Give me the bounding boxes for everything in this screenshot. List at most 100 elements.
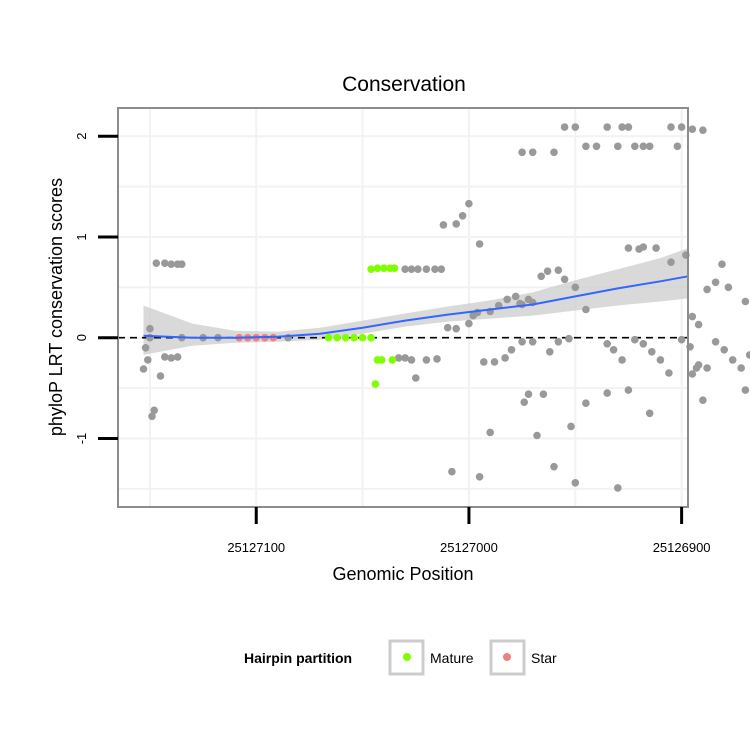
y-axis: -1 0 1 2 xyxy=(74,133,118,444)
point-other xyxy=(528,338,537,346)
point-other xyxy=(618,356,626,364)
legend: Hairpin partition Mature Star xyxy=(244,639,557,676)
point-mature xyxy=(367,333,375,342)
point-other xyxy=(665,369,673,377)
point-other xyxy=(401,354,409,362)
point-other xyxy=(688,312,697,321)
point-other xyxy=(152,259,161,268)
point-other xyxy=(486,428,495,437)
point-other xyxy=(673,142,682,151)
point-other xyxy=(639,340,648,348)
point-other xyxy=(394,354,403,362)
point-other xyxy=(475,240,484,248)
legend-label-star: Star xyxy=(531,650,557,666)
point-other xyxy=(433,355,441,363)
point-other xyxy=(656,356,665,364)
point-other xyxy=(624,244,633,252)
point-mature xyxy=(367,265,375,274)
point-other xyxy=(146,324,154,333)
point-other xyxy=(560,275,569,284)
x-tick-label: 25126900 xyxy=(653,540,711,555)
point-other xyxy=(699,126,707,134)
x-tick-label: 25127000 xyxy=(440,540,498,555)
point-other xyxy=(631,335,639,344)
point-mature xyxy=(380,264,388,273)
point-other xyxy=(412,374,420,382)
point-mature xyxy=(324,333,333,342)
point-other xyxy=(156,372,165,380)
data-points xyxy=(139,123,750,492)
point-other xyxy=(677,335,686,344)
point-other xyxy=(141,344,150,352)
point-mature xyxy=(341,333,350,342)
point-other xyxy=(173,353,182,361)
point-other xyxy=(452,220,461,228)
y-axis-title: phyloP LRT conservation scores xyxy=(46,178,66,436)
point-other xyxy=(167,260,175,269)
point-other xyxy=(550,462,558,471)
point-other xyxy=(737,364,745,372)
point-other xyxy=(437,265,446,274)
point-mature xyxy=(371,380,380,388)
point-other xyxy=(490,358,499,366)
point-other xyxy=(480,358,488,366)
point-other xyxy=(703,364,711,372)
point-other xyxy=(448,467,456,476)
point-mature xyxy=(350,333,358,342)
point-other xyxy=(741,386,750,394)
y-tick-label: 1 xyxy=(74,233,89,240)
point-other xyxy=(167,354,175,362)
point-other xyxy=(677,123,686,131)
point-other xyxy=(518,338,526,346)
point-other xyxy=(518,148,526,157)
point-other xyxy=(624,386,633,394)
point-other xyxy=(139,365,148,373)
point-other xyxy=(592,142,601,151)
point-other xyxy=(603,340,611,348)
y-tick-label: 2 xyxy=(74,133,89,140)
point-other xyxy=(475,473,484,481)
point-mature xyxy=(377,356,386,364)
point-other xyxy=(624,123,633,131)
x-tick-label: 25127100 xyxy=(227,540,285,555)
point-other xyxy=(150,406,158,415)
point-other xyxy=(582,305,590,314)
point-other xyxy=(711,338,720,346)
point-mature xyxy=(388,356,397,364)
legend-dot-mature xyxy=(403,653,411,661)
point-other xyxy=(161,259,169,268)
point-other xyxy=(431,265,439,274)
point-other xyxy=(667,123,675,131)
y-tick-label: 0 xyxy=(74,334,89,341)
point-other xyxy=(560,123,569,131)
point-other xyxy=(688,370,697,378)
point-other xyxy=(567,422,575,431)
point-other xyxy=(741,297,750,306)
point-other xyxy=(520,398,528,407)
point-other xyxy=(571,283,580,292)
point-other xyxy=(667,258,675,267)
point-other xyxy=(439,221,448,229)
confidence-band-area xyxy=(143,248,688,355)
point-other xyxy=(422,265,431,274)
x-axis: 25127100 25127000 25126900 xyxy=(227,507,711,555)
point-other xyxy=(465,319,473,328)
point-other xyxy=(565,334,573,343)
chart-title: Conservation xyxy=(342,73,466,96)
point-other xyxy=(452,324,461,333)
point-other xyxy=(618,123,626,131)
point-other xyxy=(546,348,554,356)
panel-background xyxy=(118,108,688,507)
point-other xyxy=(571,479,580,487)
point-other xyxy=(507,346,516,354)
point-other xyxy=(609,346,618,354)
point-other xyxy=(688,125,697,133)
point-other xyxy=(401,265,409,274)
point-other xyxy=(614,142,622,151)
point-other xyxy=(407,356,416,364)
legend-dot-star xyxy=(503,653,511,661)
point-other xyxy=(465,199,473,208)
point-other xyxy=(543,267,552,276)
point-other xyxy=(703,285,711,294)
